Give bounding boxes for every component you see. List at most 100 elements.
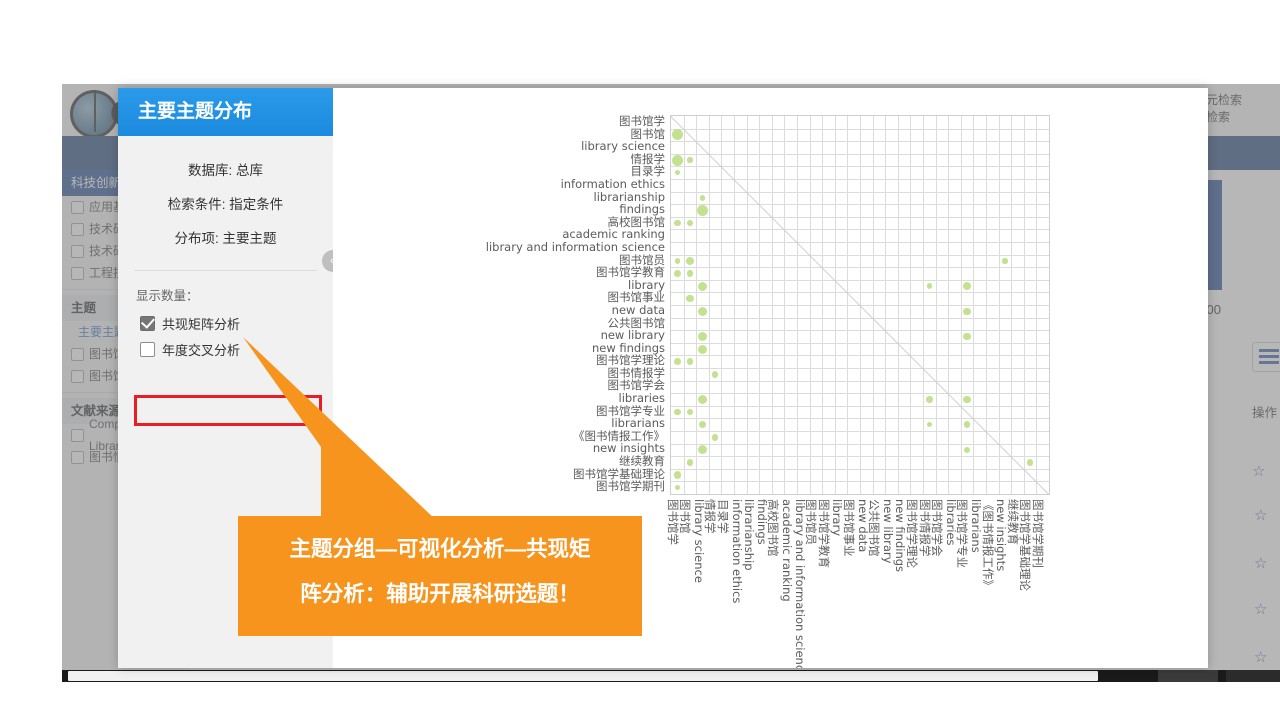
matrix-cell-dot[interactable] [963,307,971,315]
matrix-cell-dot[interactable] [686,408,694,416]
grid-line-horizontal [671,317,1049,319]
matrix-cell-dot[interactable] [697,281,708,291]
matrix-column-label: 图书馆学期刊 [1031,499,1045,568]
matrix-cell-dot[interactable] [699,195,706,201]
matrix-row-label: 图书馆学期刊 [596,479,665,494]
matrix-cell-dot[interactable] [671,129,683,141]
field-database: 数据库: 总库 [187,163,263,178]
callout-banner: 主题分组—可视化分析—共现矩 阵分析：辅助开展科研选题！ [238,516,642,636]
matrix-row-label: 图书馆学会 [607,378,666,393]
matrix-cell-dot[interactable] [962,281,972,291]
callout-arrow-icon [243,337,437,521]
scrollbar-track-segment [1158,670,1218,682]
matrix-cell-dot[interactable] [1026,459,1034,466]
matrix-row-label: 图书馆学 [619,114,665,128]
scrollbar-track-segment [1226,670,1280,682]
matrix-cell-dot[interactable] [685,256,695,266]
matrix-cell-dot[interactable] [674,485,680,491]
matrix-row-label: new insights [592,441,665,456]
matrix-row-label: new library [600,328,665,343]
matrix-cell-dot[interactable] [963,446,971,454]
matrix-cell-dot[interactable] [1002,258,1008,264]
grid-line-vertical [872,116,874,494]
grid-line-horizontal [671,431,1049,432]
matrix-row-label: 图书情报学 [607,365,666,380]
matrix-cell-dot[interactable] [674,170,680,176]
matrix-cell-dot[interactable] [673,358,681,366]
callout-line2: 阵分析：辅助开展科研选题！ [300,582,580,606]
matrix-cell-dot[interactable] [673,471,681,479]
matrix-cell-dot[interactable] [698,421,707,429]
matrix-row-label: 继续教育 [619,454,665,469]
option-cooccurrence-matrix[interactable]: 共现矩阵分析 [118,310,333,336]
field-distribution-item: 分布项: 主要主题 [174,231,277,246]
matrix-cell-dot[interactable] [696,204,709,217]
matrix-cell-dot[interactable] [697,445,708,455]
matrix-cell-dot[interactable] [926,422,932,428]
matrix-row-label: 公共图书馆 [607,315,666,330]
matrix-cell-dot[interactable] [697,331,708,342]
matrix-cell-dot[interactable] [673,269,681,278]
matrix-grid[interactable] [670,115,1050,495]
distribution-modal: ✕ 主要主题分布 数据库: 总库 检索条件: 指定条件 分布项: 主要主题 显示… [118,88,1208,668]
grid-line-vertical [1023,116,1025,494]
matrix-row-label: findings [619,202,665,217]
matrix-cell-dot[interactable] [963,332,971,341]
matrix-row-label: 《图书情报工作》 [573,428,665,443]
matrix-column-label: 图书馆学专业 [955,499,970,568]
matrix-cell-dot[interactable] [674,408,681,416]
matrix-cell-dot[interactable] [711,371,719,378]
matrix-cell-dot[interactable] [697,344,708,354]
grid-line-horizontal [671,443,1049,445]
grid-line-horizontal [671,355,1049,357]
matrix-cell-dot[interactable] [711,434,719,441]
matrix-row-label: librarians [611,416,665,431]
matrix-cell-dot[interactable] [686,358,694,365]
grid-line-vertical [1036,116,1038,494]
matrix-row-label: library science [581,139,665,154]
grid-line-horizontal [671,456,1049,458]
grid-line-vertical [935,116,937,494]
scrollbar-thumb[interactable] [68,671,1098,681]
matrix-cell-dot[interactable] [686,219,694,227]
matrix-cell-dot[interactable] [697,394,708,405]
matrix-cell-dot[interactable] [963,421,971,428]
matrix-row-labels: 图书馆学 图书馆 library science 情报学 目录学 information … [333,115,665,493]
matrix-cell-dot[interactable] [926,396,933,403]
grid-line-horizontal [671,405,1049,407]
checkbox-checked-icon[interactable] [140,315,155,331]
matrix-row-label: 图书馆员 [619,252,665,267]
matrix-cell-dot[interactable] [926,283,932,289]
grid-line-vertical [986,116,987,494]
matrix-cell-dot[interactable] [687,157,693,163]
option-yearly-cross-analysis[interactable]: 年度交叉分析 [118,336,333,362]
matrix-cell-dot[interactable] [686,295,694,303]
matrix-cell-dot[interactable] [686,270,694,277]
grid-line-vertical [923,116,924,494]
matrix-row-label: 图书馆事业 [607,290,666,305]
grid-line-vertical [910,116,912,494]
highlight-box [134,395,322,426]
grid-line-vertical [897,116,899,494]
grid-line-vertical [998,116,1000,494]
matrix-row-label: 图书馆 [630,126,666,141]
modal-title: 主要主题分布 [118,88,333,136]
matrix-row-label: 图书馆学专业 [596,403,665,418]
horizontal-scrollbar[interactable] [62,670,1280,682]
checkbox-icon[interactable] [140,341,155,357]
matrix-cell-dot[interactable] [963,395,971,404]
matrix-cell-dot[interactable] [674,258,680,264]
matrix-column-label: 目录学 [716,499,730,534]
matrix-column-label: 图书馆事业 [842,499,856,557]
matrix-cell-dot[interactable] [671,154,683,166]
matrix-cell-dot[interactable] [674,219,681,227]
matrix-cell-dot[interactable] [686,459,694,466]
display-count-label: 显示数量： [136,289,199,303]
matrix-cell-dot[interactable] [697,306,708,316]
matrix-row-label: libraries [618,391,665,406]
grid-line-horizontal [671,330,1049,332]
matrix-row-label: 图书馆学教育 [596,265,665,280]
matrix-row-label: new data [611,302,665,317]
grid-line-horizontal [671,418,1049,420]
